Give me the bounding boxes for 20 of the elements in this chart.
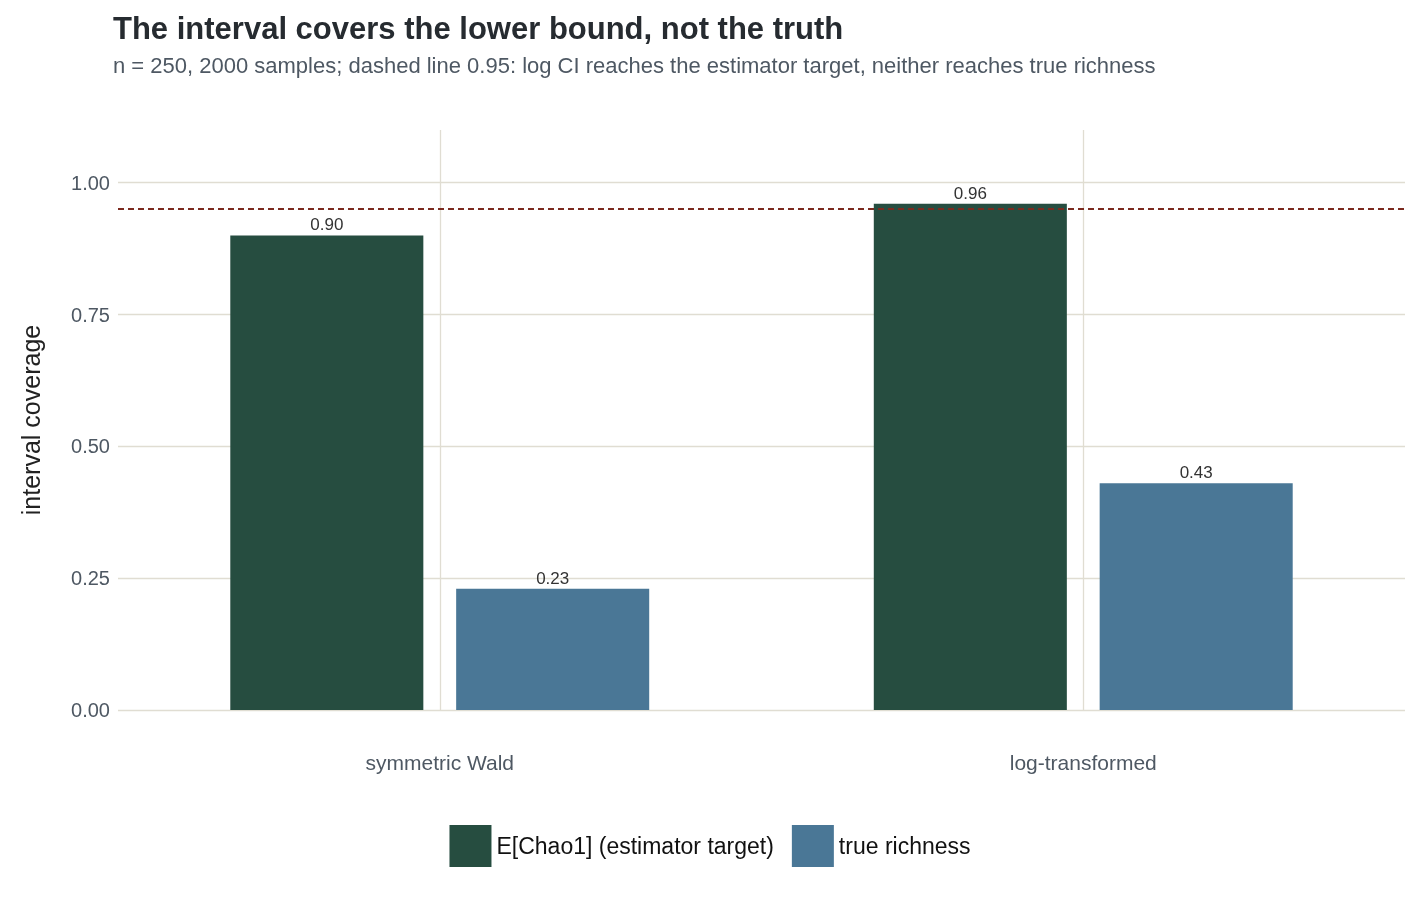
y-tick-label: 1.00	[71, 171, 110, 194]
bar	[873, 203, 1067, 710]
data-label: 0.23	[536, 568, 570, 588]
bar	[1099, 483, 1293, 710]
legend-label: true richness	[838, 833, 971, 859]
legend-label: E[Chao1] (estimator target)	[496, 833, 774, 859]
bar	[230, 235, 424, 710]
y-tick-label: 0.50	[71, 435, 110, 458]
chart-title: The interval covers the lower bound, not the truth	[113, 11, 844, 46]
x-tick-label: log-transformed	[1009, 751, 1157, 774]
data-label: 0.90	[310, 215, 344, 235]
x-tick-label: symmetric Wald	[365, 751, 515, 774]
y-axis-title: interval coverage	[16, 324, 45, 516]
chart-subtitle: n = 250, 2000 samples; dashed line 0.95: log CI reaches the estimator target, neither reaches true richness	[113, 52, 1156, 78]
bar	[456, 588, 650, 710]
y-tick-label: 0.25	[71, 567, 110, 590]
data-label: 0.96	[953, 183, 987, 203]
y-tick-label: 0.75	[71, 303, 110, 326]
y-tick-label: 0.00	[71, 699, 110, 721]
data-label: 0.43	[1179, 463, 1213, 483]
